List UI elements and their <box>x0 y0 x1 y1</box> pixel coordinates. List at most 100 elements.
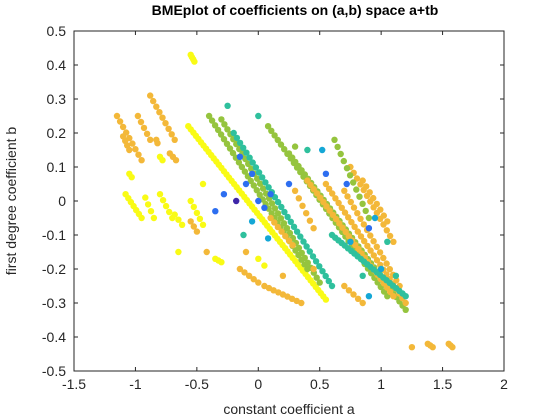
x-tick-label: 0 <box>254 376 262 392</box>
data-point <box>159 197 167 204</box>
data-point <box>345 214 352 221</box>
data-point <box>137 118 145 126</box>
data-point <box>187 218 194 225</box>
data-point <box>295 244 303 252</box>
data-point <box>271 132 278 139</box>
y-tick-label: 0.2 <box>47 125 67 141</box>
data-point <box>248 218 256 225</box>
data-point <box>306 217 314 224</box>
data-point <box>347 198 354 206</box>
data-point <box>316 263 323 270</box>
data-point <box>199 221 207 228</box>
data-point <box>233 197 240 205</box>
data-point <box>243 149 250 156</box>
data-point <box>274 136 281 144</box>
data-point <box>253 187 260 194</box>
data-point <box>242 248 250 256</box>
data-point <box>135 151 142 158</box>
data-point <box>138 157 145 164</box>
y-axis-label: first degree coefficient b <box>3 127 19 276</box>
data-point <box>208 117 216 124</box>
data-point <box>196 215 204 222</box>
data-point <box>373 243 380 250</box>
data-point <box>235 159 243 166</box>
data-point <box>351 223 358 230</box>
x-tick-label: -0.5 <box>185 376 209 392</box>
x-tick-label: -1 <box>129 376 142 392</box>
data-point <box>353 186 360 193</box>
data-point <box>291 143 299 150</box>
data-point <box>156 191 164 198</box>
data-point <box>199 180 207 188</box>
data-point <box>150 214 158 222</box>
data-point <box>211 122 219 129</box>
data-point <box>193 209 201 217</box>
data-point <box>332 195 339 202</box>
data-point <box>392 272 400 279</box>
data-point <box>350 204 358 211</box>
data-point <box>245 272 253 279</box>
data-point <box>331 136 338 143</box>
data-point <box>218 116 225 123</box>
data-point <box>359 177 366 184</box>
data-point <box>162 202 170 210</box>
data-point <box>319 268 326 275</box>
data-point <box>286 229 294 237</box>
data-point <box>312 258 320 265</box>
y-tick-label: -0.3 <box>42 295 66 311</box>
data-point <box>119 123 127 131</box>
data-point <box>264 123 272 130</box>
data-point <box>218 259 225 266</box>
data-point <box>354 210 361 217</box>
data-point <box>255 197 262 205</box>
data-point <box>154 140 161 147</box>
data-point <box>344 193 351 200</box>
data-point <box>171 211 178 218</box>
data-point <box>322 180 330 188</box>
data-point <box>300 238 307 245</box>
data-point <box>341 187 348 194</box>
data-point <box>393 277 400 284</box>
data-point <box>278 203 285 211</box>
data-point <box>360 221 367 228</box>
data-point <box>328 282 336 290</box>
data-point <box>241 168 249 175</box>
data-point <box>178 221 186 228</box>
data-point <box>274 198 282 206</box>
data-point <box>390 293 397 300</box>
y-tick-label: 0.5 <box>47 23 67 39</box>
data-point <box>361 237 368 245</box>
data-point <box>350 291 357 298</box>
data-point <box>359 299 366 307</box>
data-point <box>281 146 288 153</box>
data-point <box>187 197 194 205</box>
data-point <box>380 254 387 262</box>
data-point <box>267 214 274 222</box>
data-point <box>310 225 317 232</box>
data-point <box>212 208 219 215</box>
data-point <box>255 279 262 286</box>
data-point <box>347 238 354 245</box>
data-point <box>313 274 320 281</box>
data-point <box>249 159 256 166</box>
data-point <box>255 169 263 176</box>
data-point <box>147 136 154 143</box>
data-point <box>226 145 234 152</box>
data-point <box>255 112 262 120</box>
data-point <box>338 204 345 211</box>
data-point <box>289 242 296 249</box>
data-point <box>264 235 272 242</box>
data-point <box>377 265 385 273</box>
data-point <box>271 205 279 212</box>
data-point <box>370 252 377 259</box>
data-point <box>175 216 182 223</box>
data-point <box>322 272 329 280</box>
data-point <box>191 58 198 65</box>
x-tick-label: 0.5 <box>310 376 330 392</box>
data-point <box>371 214 379 222</box>
data-point <box>343 165 351 172</box>
data-point <box>246 154 253 161</box>
data-point <box>147 92 154 99</box>
data-point <box>238 163 246 171</box>
